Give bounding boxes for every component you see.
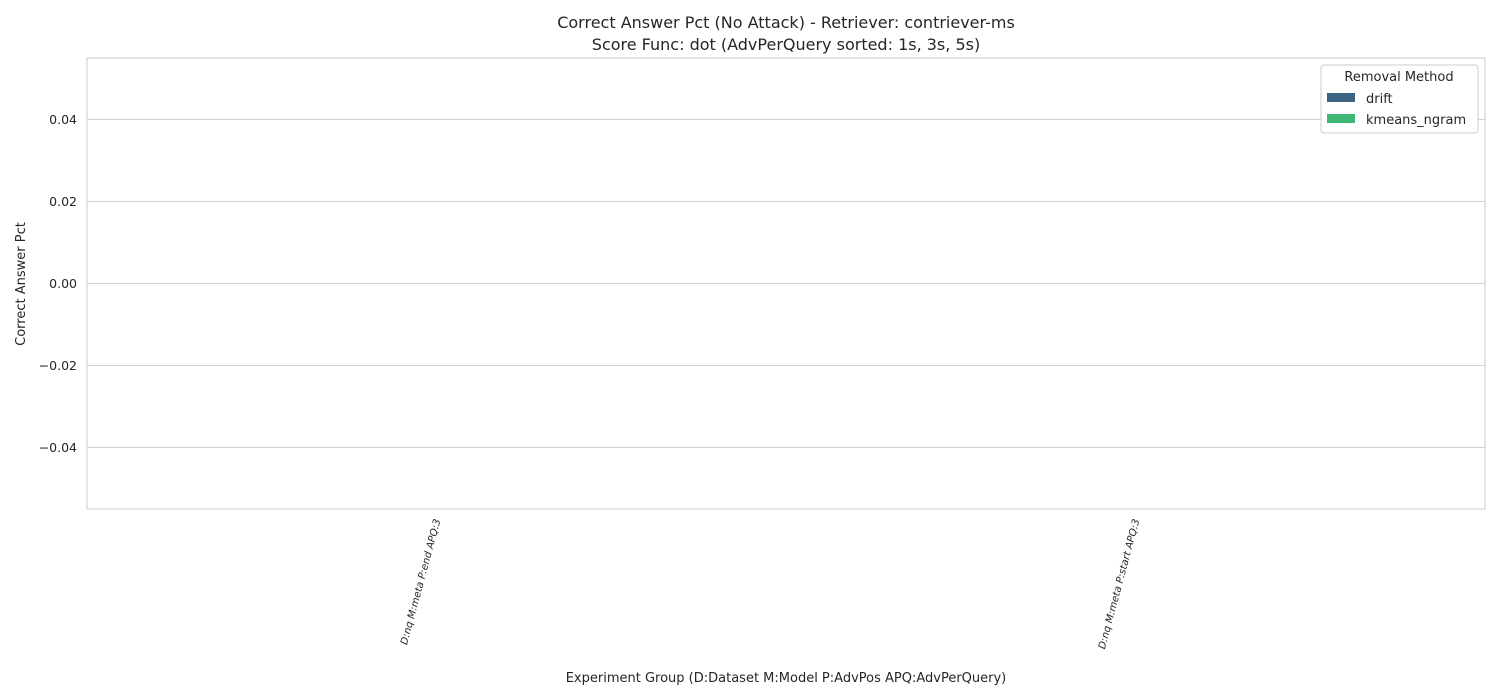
x-tick-label: D:nq M:meta P:start APQ:3: [1097, 518, 1142, 650]
y-axis-label: Correct Answer Pct: [14, 222, 29, 346]
y-tick-labels: 0.04 0.02 0.00 −0.02 −0.04: [39, 112, 77, 455]
y-tick-label: 0.02: [49, 194, 77, 209]
y-tick-label: 0.00: [49, 276, 77, 291]
legend-title: Removal Method: [1344, 70, 1453, 85]
x-tick-label: D:nq M:meta P:end APQ:3: [399, 518, 443, 646]
y-tick-label: −0.04: [39, 440, 77, 455]
legend-label-kmeans-ngram: kmeans_ngram: [1366, 113, 1466, 128]
legend: Removal Method drift kmeans_ngram: [1320, 64, 1479, 134]
x-axis-label: Experiment Group (D:Dataset M:Model P:Ad…: [566, 671, 1007, 686]
y-tick-label: 0.04: [49, 112, 77, 127]
legend-box: [1320, 64, 1479, 134]
x-tick-labels: D:nq M:meta P:end APQ:3 D:nq M:meta P:sta…: [399, 518, 1142, 650]
legend-swatch-kmeans-ngram: [1327, 114, 1355, 123]
chart-title-line-1: Correct Answer Pct (No Attack) - Retriev…: [557, 13, 1015, 32]
chart-title-line-2: Score Func: dot (AdvPerQuery sorted: 1s,…: [592, 35, 980, 54]
plot-frame: [86, 57, 1486, 510]
y-gridlines: [87, 119, 1485, 448]
legend-swatch-drift: [1327, 93, 1355, 102]
y-tick-label: −0.02: [39, 358, 77, 373]
legend-label-drift: drift: [1366, 92, 1393, 107]
